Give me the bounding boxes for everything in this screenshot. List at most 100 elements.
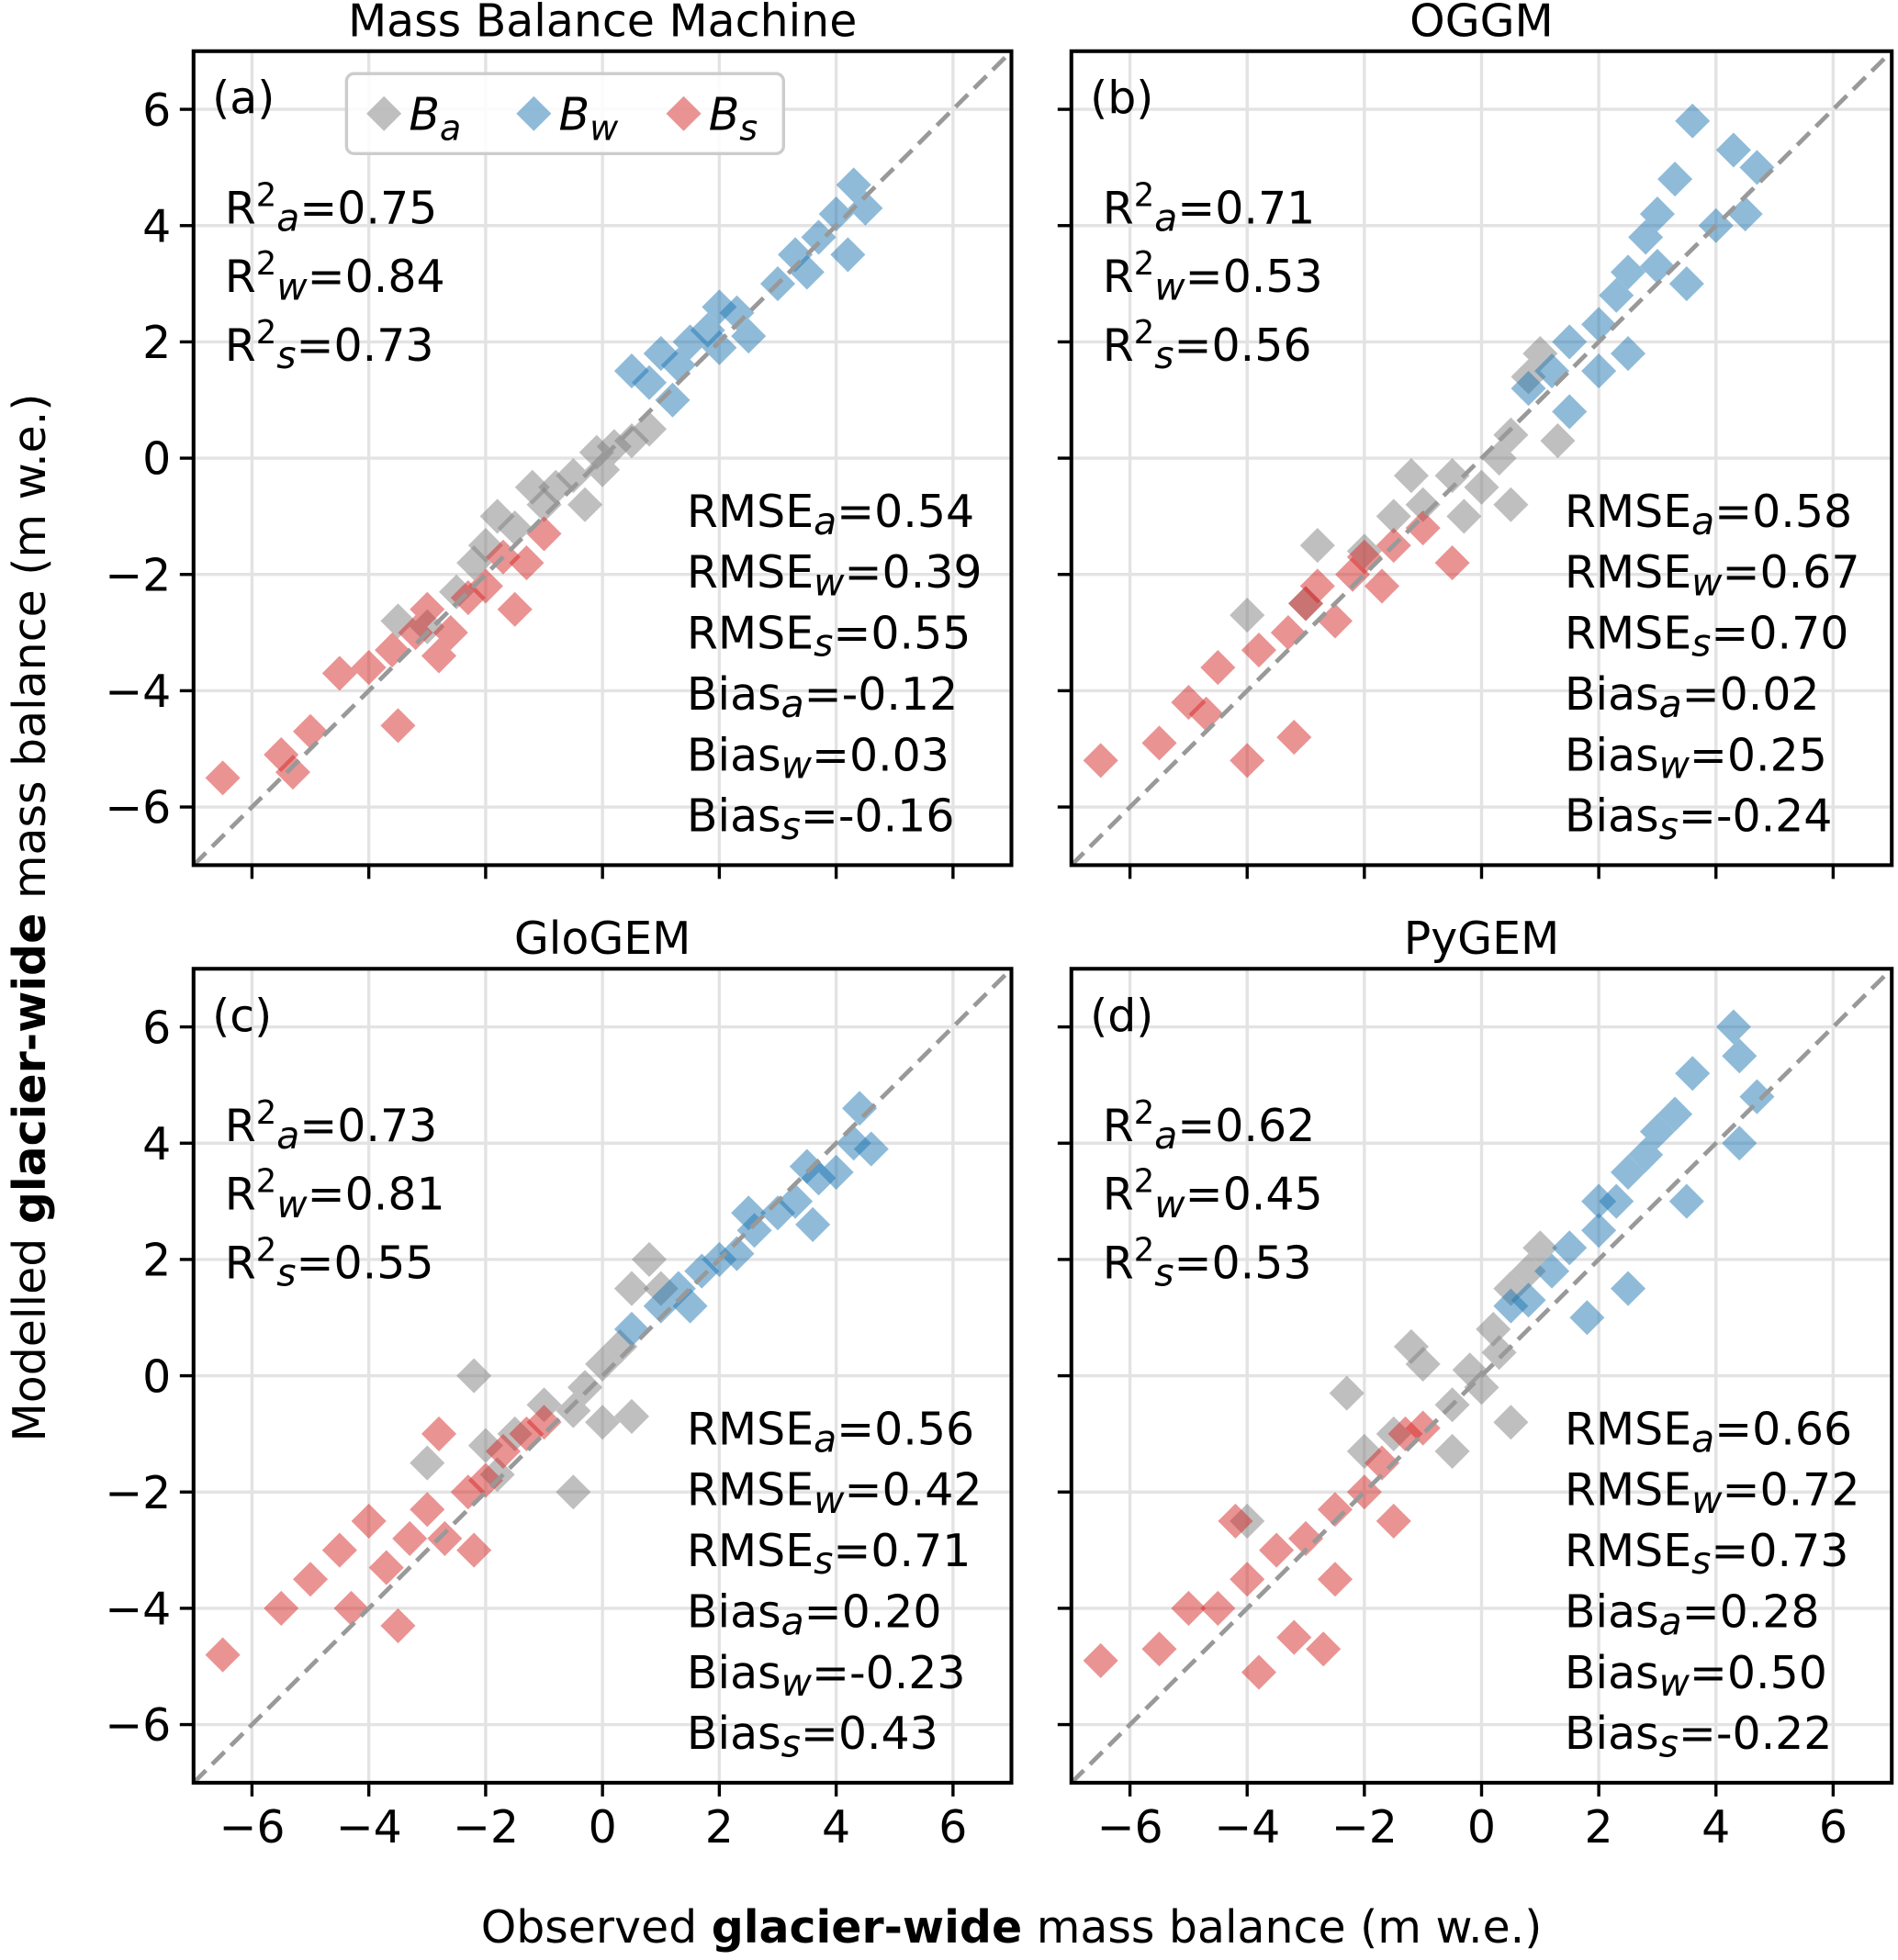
legend-name: B bbox=[409, 88, 440, 140]
data-point bbox=[556, 458, 591, 494]
data-point bbox=[1200, 650, 1236, 686]
stat-value: =0.02 bbox=[1682, 668, 1820, 721]
stat-value: =0.75 bbox=[299, 182, 437, 234]
stat-value: =-0.12 bbox=[804, 668, 959, 721]
stat-base: Bias bbox=[687, 729, 781, 781]
stat-sup: 2 bbox=[1134, 176, 1155, 214]
identity-line bbox=[192, 50, 1014, 868]
data-point bbox=[1493, 487, 1529, 522]
y-tick-label: 2 bbox=[142, 1235, 171, 1287]
stat-sup: 2 bbox=[256, 176, 277, 214]
stat-sub: s bbox=[1154, 1251, 1174, 1295]
x-axis-label: Observed glacier-wide mass balance (m w.… bbox=[481, 1901, 1543, 1954]
stat-base: R bbox=[1103, 1238, 1134, 1290]
stat-annotation: R2s=0.56 bbox=[1103, 314, 1312, 377]
identity-line bbox=[192, 967, 1014, 1785]
stat-annotation: R2w=0.45 bbox=[1103, 1163, 1323, 1226]
stat-base: R bbox=[225, 251, 256, 303]
data-point bbox=[1610, 336, 1646, 372]
data-point bbox=[789, 1148, 825, 1184]
axes-frame bbox=[191, 967, 1014, 1785]
stat-sub: a bbox=[781, 682, 804, 726]
stat-value: =0.20 bbox=[804, 1585, 942, 1638]
stat-base: RMSE bbox=[1565, 486, 1691, 538]
x-tick-label: 0 bbox=[1467, 1801, 1496, 1854]
stat-annotation: R2a=0.75 bbox=[225, 176, 437, 240]
stat-sub: a bbox=[276, 1114, 299, 1158]
stat-sub: a bbox=[1691, 1417, 1714, 1462]
stat-sub: s bbox=[1659, 804, 1679, 848]
data-point bbox=[848, 190, 883, 226]
stat-value: =0.62 bbox=[1177, 1100, 1315, 1152]
data-point bbox=[1393, 458, 1429, 494]
stat-base: RMSE bbox=[1565, 1403, 1691, 1455]
data-point bbox=[410, 1445, 445, 1481]
stat-value: =0.67 bbox=[1722, 546, 1859, 599]
stat-base: RMSE bbox=[687, 546, 814, 599]
stat-annotation: Biass=-0.22 bbox=[1565, 1708, 1833, 1765]
data-point bbox=[1329, 1375, 1365, 1411]
stat-sub: w bbox=[781, 1661, 813, 1705]
data-point bbox=[1083, 1642, 1118, 1678]
x-axis-label-part: Observed bbox=[481, 1901, 712, 1954]
stat-sub: s bbox=[1659, 1721, 1679, 1765]
data-point bbox=[1299, 528, 1335, 564]
stat-sub: a bbox=[276, 196, 299, 241]
y-tick-label: −6 bbox=[105, 1699, 171, 1752]
stat-annotation: R2s=0.53 bbox=[1103, 1231, 1312, 1294]
data-point bbox=[427, 1520, 463, 1556]
stat-annotation: RMSEs=0.70 bbox=[1565, 608, 1848, 666]
stat-base: Bias bbox=[1565, 790, 1659, 843]
stat-base: R bbox=[1103, 251, 1134, 303]
stat-value: =0.56 bbox=[837, 1403, 974, 1455]
data-point bbox=[1317, 603, 1353, 639]
panel-label: (c) bbox=[212, 990, 272, 1042]
data-point bbox=[1141, 725, 1177, 761]
data-point bbox=[1610, 1154, 1646, 1190]
data-point bbox=[380, 708, 416, 744]
panel bbox=[1057, 49, 1894, 879]
stat-sub: w bbox=[781, 743, 813, 787]
y-axis-label-part: glacier-wide bbox=[4, 913, 56, 1224]
stat-base: Bias bbox=[687, 1585, 781, 1638]
x-tick-label: −4 bbox=[336, 1801, 402, 1854]
stat-value: =-0.16 bbox=[801, 790, 955, 843]
stat-annotation: RMSEs=0.55 bbox=[687, 608, 971, 666]
stat-sub: w bbox=[1659, 1661, 1690, 1705]
stat-annotation: Biasw=0.03 bbox=[687, 729, 949, 787]
data-point bbox=[368, 1550, 404, 1585]
y-tick-label: 4 bbox=[142, 1118, 171, 1170]
data-point bbox=[1434, 458, 1470, 494]
stat-sub: w bbox=[1691, 1478, 1723, 1522]
stat-sub: s bbox=[276, 333, 296, 377]
data-point bbox=[1722, 1038, 1758, 1074]
stat-sub: a bbox=[814, 1417, 837, 1462]
stat-sub: w bbox=[1691, 560, 1723, 604]
stat-base: R bbox=[1103, 1100, 1134, 1152]
data-point bbox=[613, 1398, 649, 1434]
data-point bbox=[1639, 196, 1675, 232]
data-point bbox=[205, 760, 241, 796]
data-point bbox=[321, 655, 357, 691]
stat-sub: s bbox=[1691, 1539, 1711, 1583]
data-point bbox=[613, 353, 649, 389]
stat-base: Bias bbox=[687, 1647, 781, 1699]
stat-base: Bias bbox=[1565, 668, 1659, 721]
stat-sup: 2 bbox=[1134, 314, 1155, 352]
stat-value: =0.58 bbox=[1714, 486, 1852, 538]
y-tick-label: 2 bbox=[142, 317, 171, 369]
data-point bbox=[1276, 1619, 1312, 1655]
stat-sup: 2 bbox=[256, 1094, 277, 1132]
stat-value: =0.72 bbox=[1722, 1464, 1859, 1517]
stat-annotation: Biass=-0.16 bbox=[687, 790, 955, 848]
stat-value: =0.73 bbox=[1711, 1525, 1848, 1577]
data-point bbox=[795, 1206, 831, 1242]
stat-annotation: RMSEa=0.54 bbox=[687, 486, 974, 543]
stat-annotation: RMSEs=0.73 bbox=[1565, 1525, 1848, 1583]
data-point bbox=[1727, 196, 1763, 232]
x-axis-label-part: glacier-wide bbox=[712, 1901, 1022, 1954]
data-point bbox=[497, 591, 533, 627]
data-point bbox=[1715, 132, 1751, 168]
data-point bbox=[1405, 1410, 1441, 1446]
data-point bbox=[456, 1358, 492, 1394]
